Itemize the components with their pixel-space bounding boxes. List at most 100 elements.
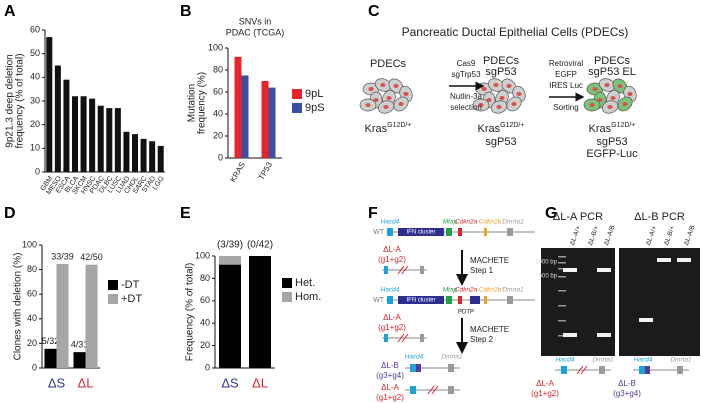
legend-swatch (282, 292, 292, 302)
nucleus (398, 102, 404, 106)
legend-label: Hom. (295, 291, 321, 303)
legend-label: Het. (295, 277, 315, 289)
label: WT (373, 229, 385, 236)
label: Sorting (553, 103, 578, 112)
y-tick-label: 50 (30, 48, 40, 58)
y-tick-label: 40 (27, 313, 37, 323)
y-axis-label: Mutation (187, 84, 198, 122)
bar (44, 348, 57, 368)
label: Hacd4 (405, 354, 424, 361)
label: EGFP-Luc (586, 148, 638, 160)
gene-box (484, 296, 487, 304)
bar (89, 98, 96, 172)
gel-band (563, 333, 577, 337)
label: selection (450, 103, 482, 112)
label: Cdkn2b (479, 287, 502, 294)
nucleus (393, 84, 399, 88)
bar (140, 138, 147, 172)
panel-label: F (368, 205, 378, 222)
y-tick-label: 80 (213, 64, 223, 74)
label: Retroviral (549, 59, 583, 68)
line (401, 265, 409, 275)
nucleus (386, 96, 392, 100)
y-tick-label: 60 (27, 289, 37, 299)
y-tick-label: 30 (30, 95, 40, 105)
shape (645, 366, 650, 374)
gene: Kras (365, 123, 388, 135)
panel-label: E (180, 205, 191, 222)
legend-label: 9pL (305, 88, 323, 100)
line (427, 385, 435, 395)
nucleus (403, 92, 409, 96)
bar (157, 145, 164, 172)
bar (46, 37, 53, 172)
label: Cas9 (457, 59, 476, 68)
label: Hacd4 (381, 287, 400, 294)
y-tick-label: 100 (208, 42, 223, 52)
y-tick-label: 100 (195, 250, 210, 260)
ladder-band (558, 276, 566, 278)
y-axis-label: Clones with deletion (%) (13, 253, 24, 361)
nucleus (481, 87, 487, 91)
panel-label: B (180, 3, 192, 20)
lane-label: ΔL-A/+ (569, 225, 583, 246)
label: ΔL-B (381, 361, 399, 370)
label: IRES Luc (549, 81, 583, 90)
line (397, 265, 405, 275)
bar-segment (219, 256, 241, 265)
chart-title: SNVs in (239, 16, 272, 26)
shape (448, 386, 454, 394)
panel-label: D (4, 205, 16, 222)
insert-box (470, 296, 480, 304)
label: Dmrta1 (441, 354, 463, 361)
gel-band (563, 268, 577, 272)
legend-swatch (282, 278, 292, 288)
label: Hacd4 (634, 357, 653, 364)
nucleus (499, 96, 505, 100)
annotation: (0/42) (247, 240, 273, 251)
label: PDECs (370, 58, 407, 70)
y-tick-label: 40 (200, 318, 210, 328)
label: (g1+g2) (378, 255, 406, 264)
bar (73, 352, 86, 368)
y-tick-label: 100 (22, 239, 37, 249)
x-tick-label: ΔS (221, 375, 239, 390)
nucleus (622, 102, 628, 106)
gene-box (458, 296, 462, 304)
shape (410, 364, 416, 372)
nucleus (496, 105, 502, 109)
gene-box (398, 228, 444, 236)
bar (123, 131, 130, 172)
label: (g3+g4) (376, 371, 404, 380)
label: (g3+g4) (613, 389, 641, 398)
label: Hacd4 (381, 219, 400, 226)
legend-swatch (292, 103, 302, 113)
bar (80, 96, 87, 172)
legend-swatch (108, 294, 118, 304)
lane-label: ΔL-A/+ (645, 225, 659, 246)
bar (114, 108, 121, 172)
label: EGFP (555, 70, 577, 79)
nucleus (383, 105, 389, 109)
label: ΔL-A PCR (553, 211, 603, 223)
ladder-band (558, 256, 566, 258)
x-tick-label: KRAS (228, 161, 247, 184)
allele: G12D/+ (500, 122, 524, 129)
value-label: 5/32 (42, 336, 60, 346)
lane-label: ΔL-B/+ (587, 225, 601, 246)
shape (416, 364, 421, 372)
legend-swatch (292, 89, 302, 99)
gel-band (597, 333, 611, 337)
shape (410, 386, 416, 394)
lane-label: ΔL-B/+ (663, 225, 677, 246)
y-tick-label: 10 (30, 143, 40, 153)
gene: Kras (589, 123, 612, 135)
gene-box (458, 228, 462, 236)
gene-box (398, 296, 444, 304)
shape (420, 334, 424, 342)
label: Step 1 (470, 266, 494, 275)
shape (599, 366, 605, 374)
gel-band (639, 318, 653, 322)
bar (85, 264, 98, 368)
